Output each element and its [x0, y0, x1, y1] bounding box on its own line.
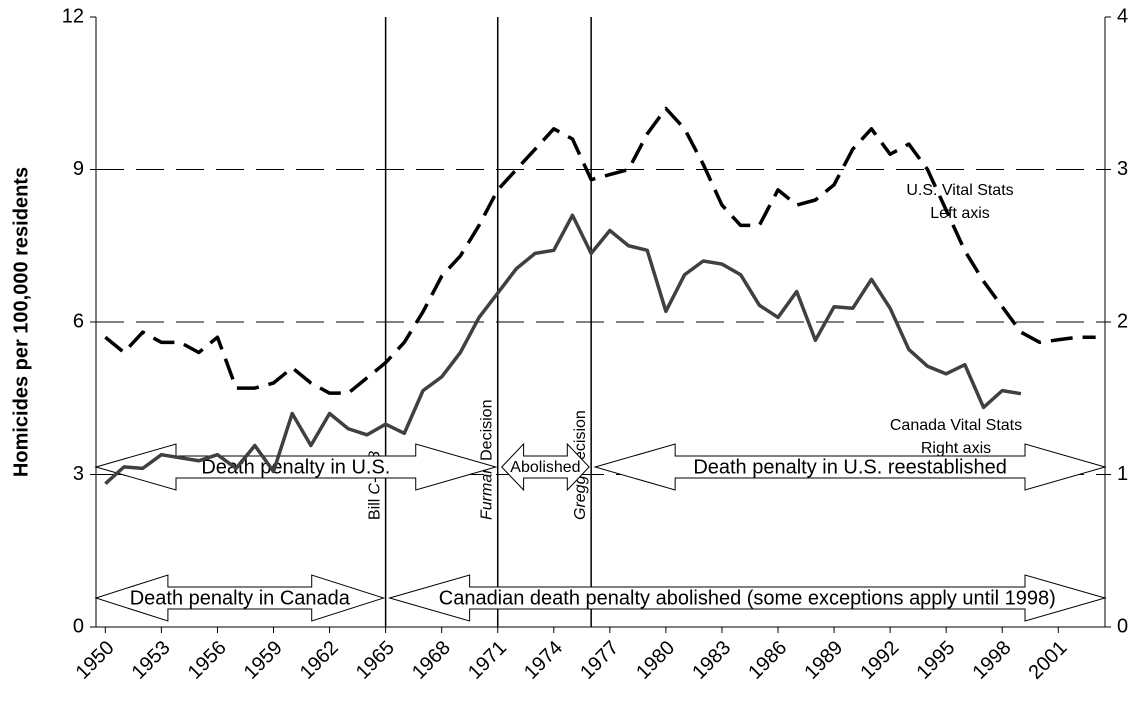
range-arrow: [94, 574, 386, 622]
series-axis-note: Left axis: [930, 205, 990, 222]
range-arrow: [501, 442, 590, 492]
series-line: [104, 213, 1022, 485]
y2-tick-label: 0: [1117, 615, 1128, 637]
series-axis-note: Right axis: [921, 440, 991, 457]
x-tick-label: 1965: [352, 637, 399, 684]
series-line: [104, 106, 1096, 395]
y-tick-label: 6: [73, 310, 84, 332]
range-arrow: [387, 574, 1107, 622]
x-tick-label: 1974: [520, 637, 567, 684]
event-label-part: Decision: [479, 400, 496, 461]
x-tick-label: 1995: [912, 637, 959, 684]
x-tick-label: 1980: [632, 637, 679, 684]
x-tick-label: 1953: [128, 637, 175, 684]
event-label-part: Furman: [479, 465, 496, 520]
y2-tick-label: 4: [1117, 5, 1128, 27]
range-arrow: [593, 443, 1107, 491]
range-arrow-label: Death penalty in Canada: [130, 587, 351, 609]
series-label: Canada Vital Stats: [890, 417, 1022, 434]
range-arrow: [94, 443, 498, 491]
x-tick-label: 1977: [576, 637, 623, 684]
x-tick-label: 1992: [856, 637, 903, 684]
x-tick-label: 1959: [240, 637, 287, 684]
range-arrow-label: Death penalty in U.S.: [201, 456, 390, 478]
x-tick-label: 1986: [744, 637, 791, 684]
x-tick-label: 1998: [968, 637, 1015, 684]
x-tick-label: 1956: [184, 637, 231, 684]
x-tick-label: 1950: [72, 637, 119, 684]
y2-tick-label: 3: [1117, 158, 1128, 180]
range-arrow-label: Abolished: [510, 459, 580, 476]
y-axis-title: Homicides per 100,000 residents: [10, 167, 32, 477]
y2-tick-label: 2: [1117, 310, 1128, 332]
series-label: U.S. Vital Stats: [906, 182, 1013, 199]
range-arrow-label: Death penalty in U.S. reestablished: [693, 456, 1007, 478]
x-tick-label: 1983: [688, 637, 735, 684]
x-tick-label: 1989: [800, 637, 847, 684]
range-arrow-label: Canadian death penalty abolished (some e…: [439, 587, 1056, 609]
y-tick-label: 0: [73, 615, 84, 637]
y2-tick-label: 1: [1117, 463, 1128, 485]
x-tick-label: 1968: [408, 637, 455, 684]
y-tick-label: 3: [73, 463, 84, 485]
y-tick-label: 12: [62, 5, 84, 27]
event-label: Furman Decision: [479, 400, 496, 520]
x-tick-label: 2001: [1025, 637, 1072, 684]
x-tick-label: 1962: [296, 637, 343, 684]
x-tick-label: 1971: [464, 637, 511, 684]
event-label-part: Gregg: [572, 475, 589, 520]
event-label-part: Bill: [367, 499, 384, 520]
y-tick-label: 9: [73, 158, 84, 180]
